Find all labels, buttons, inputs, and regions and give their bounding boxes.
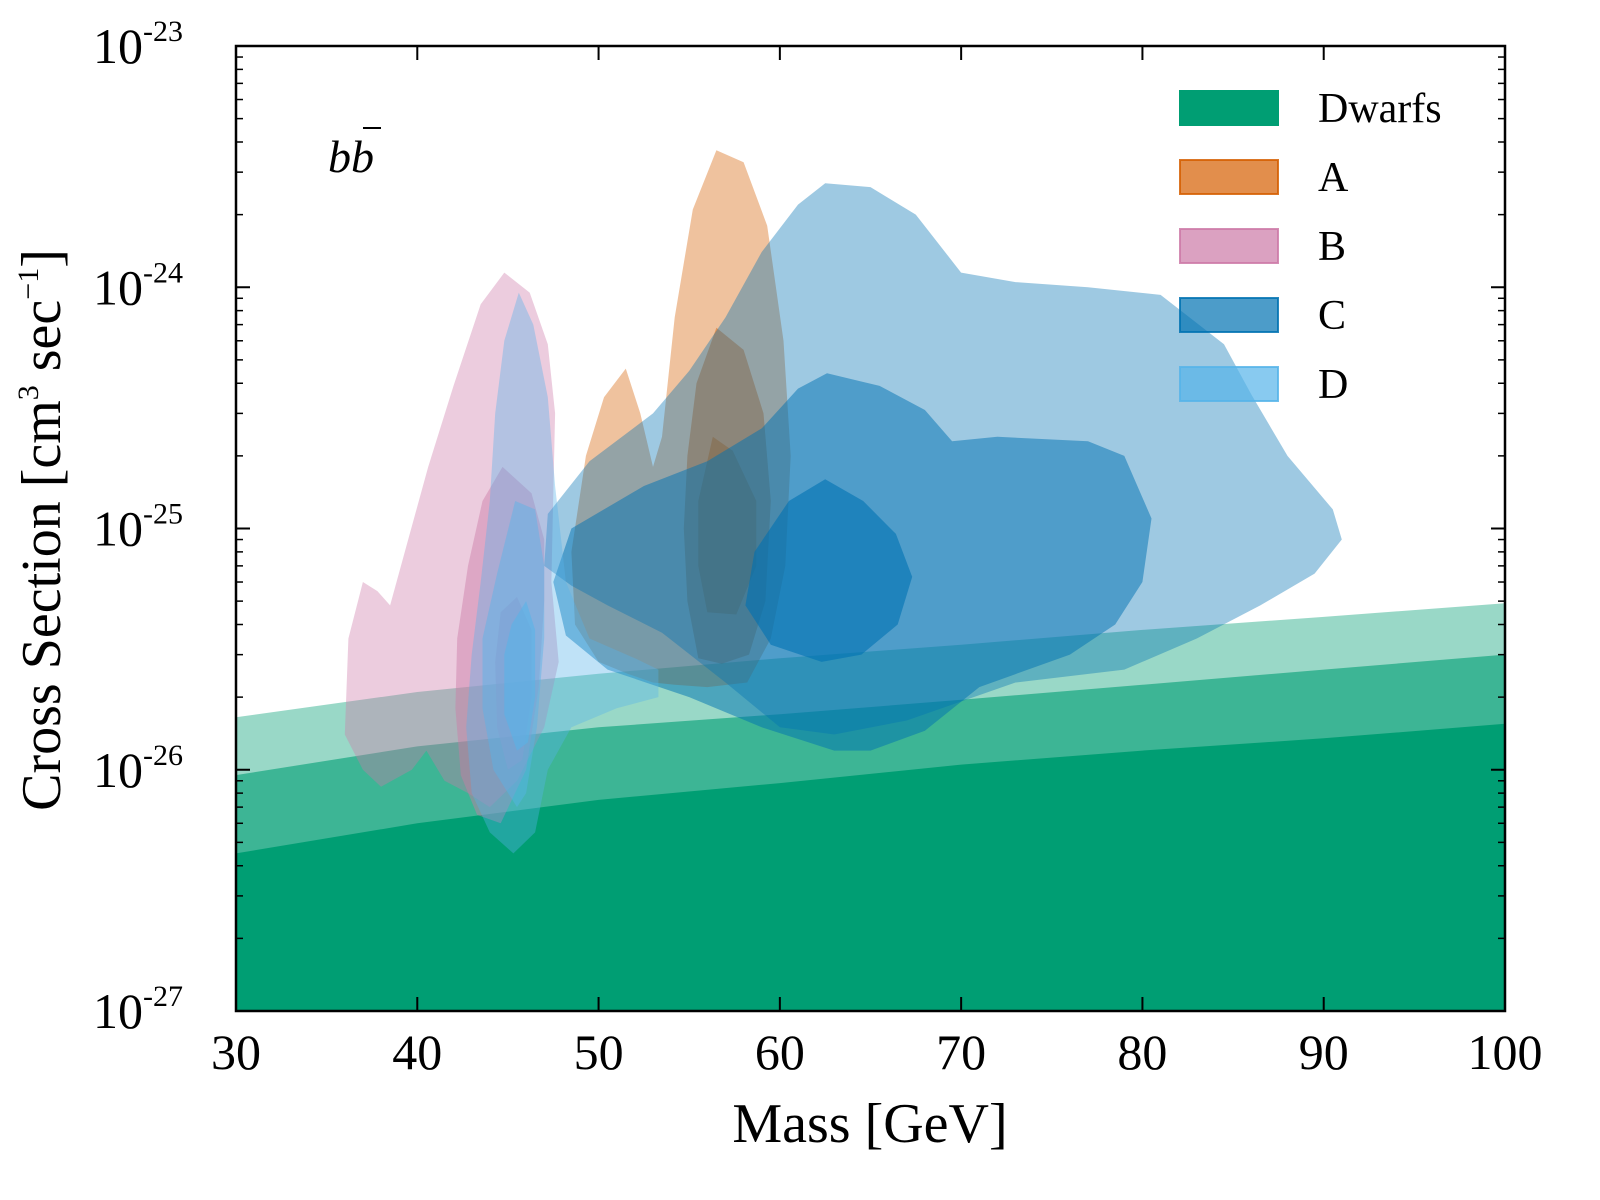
x-tick-label: 50: [574, 1024, 624, 1080]
x-tick-label: 90: [1299, 1024, 1349, 1080]
x-tick-label: 60: [755, 1024, 805, 1080]
y-axis-title-close: ]: [11, 249, 73, 268]
legend-swatch-d: [1179, 366, 1279, 402]
legend-swatch-dwarfs: [1179, 90, 1279, 126]
y-tick-label: 10-23: [93, 15, 183, 74]
legend-label-c: C: [1318, 293, 1346, 339]
x-tick-label: 40: [392, 1024, 442, 1080]
legend-swatch-b: [1179, 228, 1279, 264]
y-tick-label: 10-25: [93, 498, 183, 557]
legend-label-a: A: [1318, 155, 1349, 201]
plot-area: [236, 150, 1505, 1011]
x-tick-label: 100: [1468, 1024, 1543, 1080]
legend-label-d: D: [1318, 362, 1348, 408]
y-axis-title-cube: 3: [12, 385, 45, 400]
y-tick-labels: 10-27 10-26 10-25 10-24 10-23: [93, 15, 183, 1039]
x-tick-labels: 30 40 50 60 70 80 90 100: [211, 1024, 1543, 1080]
channel-label: bb: [328, 131, 374, 182]
y-axis-title: Cross Section [cm3 sec−1]: [11, 249, 73, 811]
legend-swatch-c: [1179, 297, 1279, 333]
legend-label-dwarfs: Dwarfs: [1318, 86, 1442, 132]
y-axis-title-unit: sec: [11, 300, 73, 386]
y-tick-label: 10-24: [93, 256, 183, 315]
contour-d-3: [504, 601, 536, 751]
legend-swatch-a: [1179, 159, 1279, 195]
legend-label-b: B: [1318, 224, 1346, 270]
y-tick-label: 10-26: [93, 739, 183, 798]
contour-c-3: [745, 479, 913, 662]
channel-annotation: bb: [328, 127, 381, 182]
x-axis-title: Mass [GeV]: [732, 1093, 1007, 1155]
y-axis-title-exponent: −1: [12, 268, 45, 300]
posterior-contours: [344, 150, 1342, 854]
x-tick-label: 80: [1117, 1024, 1167, 1080]
x-tick-label: 30: [211, 1024, 261, 1080]
y-axis-title-text: Cross Section [cm: [11, 400, 73, 811]
axis-ticks: [235, 45, 1506, 1012]
dwarfs-band-3: [236, 723, 1505, 1011]
dwarfs-bands: [236, 603, 1505, 1011]
x-tick-label: 70: [936, 1024, 986, 1080]
y-tick-label: 10-27: [93, 980, 183, 1039]
